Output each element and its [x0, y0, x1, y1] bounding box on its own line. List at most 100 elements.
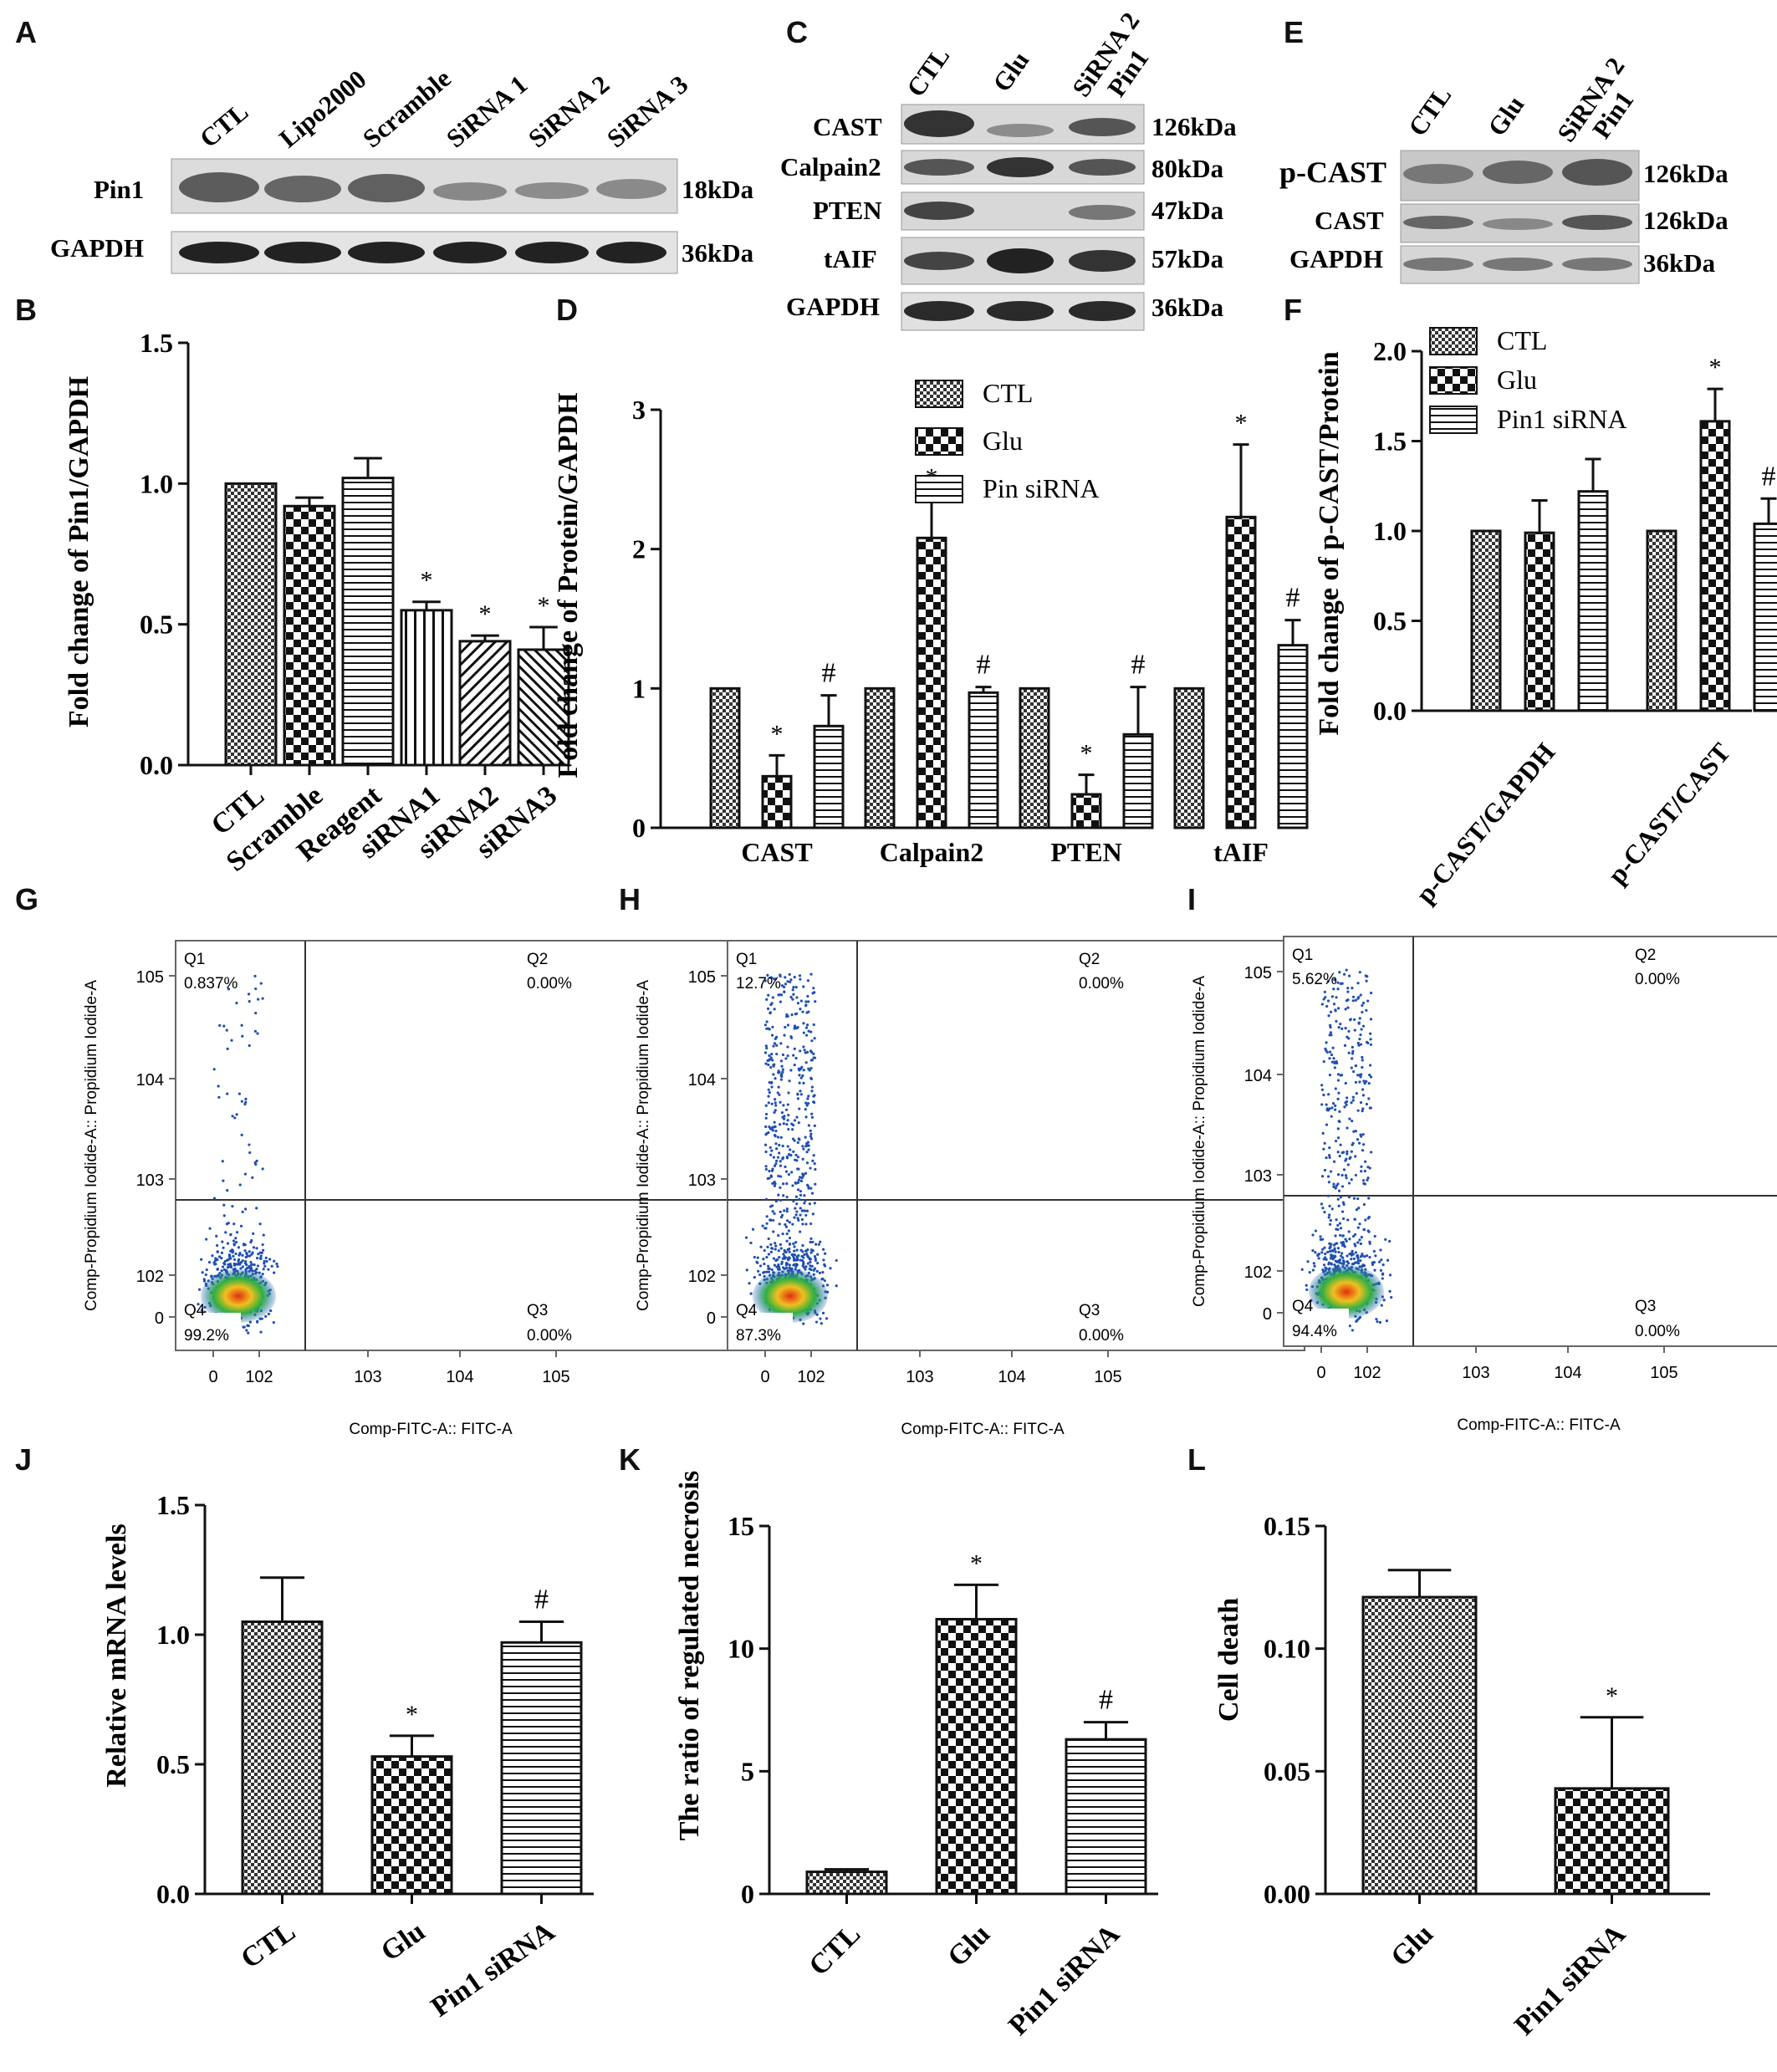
- event-dot: [820, 1322, 823, 1325]
- event-dot: [795, 1263, 799, 1267]
- event-dot: [809, 972, 813, 976]
- event-dot: [1361, 1024, 1366, 1028]
- bar: [1361, 1595, 1478, 1896]
- x-tick-label: 103: [354, 1368, 381, 1386]
- event-dot: [786, 1258, 790, 1261]
- event-dot: [203, 1310, 207, 1314]
- event-dot: [784, 1225, 789, 1228]
- event-dot: [757, 1269, 760, 1273]
- event-dot: [815, 1269, 819, 1273]
- event-dot: [779, 1160, 782, 1163]
- event-dot: [270, 1264, 273, 1268]
- event-dot: [791, 1128, 794, 1131]
- event-dot: [768, 1054, 771, 1058]
- event-dot: [1336, 1223, 1340, 1227]
- event-dot: [237, 1092, 242, 1095]
- event-dot: [265, 1259, 268, 1263]
- x-tick-label: 102: [245, 1368, 273, 1386]
- panel-letter-k: K: [619, 1442, 641, 1477]
- event-dot: [798, 1176, 802, 1179]
- event-dot: [243, 1249, 247, 1253]
- event-dot: [1328, 1074, 1332, 1077]
- q1-percent: 5.62%: [1292, 971, 1337, 988]
- event-dot: [1353, 1232, 1357, 1237]
- event-dot: [1358, 1222, 1361, 1226]
- event-dot: [788, 1243, 792, 1246]
- event-dot: [801, 1222, 804, 1226]
- event-dot: [764, 1197, 769, 1201]
- event-dot: [796, 1002, 800, 1005]
- event-dot: [1368, 1073, 1371, 1077]
- event-dot: [1330, 1106, 1334, 1110]
- event-dot: [794, 1258, 798, 1262]
- event-dot: [226, 1047, 229, 1050]
- event-dot: [1360, 1028, 1363, 1031]
- event-dot: [774, 1142, 778, 1146]
- event-dot: [795, 1257, 799, 1260]
- event-dot: [1378, 1260, 1381, 1263]
- event-dot: [1351, 999, 1355, 1003]
- event-dot: [786, 1219, 789, 1222]
- y-tick-label: 0: [741, 1879, 754, 1909]
- event-dot: [233, 1116, 237, 1120]
- blot-c-bands: [904, 110, 1136, 321]
- event-dot: [791, 1184, 794, 1187]
- legend: CTL Glu Pin1 siRNA: [1429, 325, 1627, 434]
- event-dot: [1340, 1254, 1343, 1258]
- event-dot: [1330, 1243, 1333, 1246]
- event-dot: [753, 1275, 756, 1279]
- event-dot: [1328, 1153, 1331, 1157]
- significance-mark: *: [771, 720, 784, 748]
- band: [1483, 258, 1553, 271]
- event-dot: [812, 987, 815, 990]
- event-dot: [758, 1264, 763, 1268]
- event-dot: [804, 1171, 808, 1175]
- bar: [1225, 515, 1257, 829]
- event-dot: [1368, 1166, 1371, 1170]
- event-dot: [264, 1314, 268, 1318]
- event-dot: [212, 1197, 217, 1200]
- event-dot: [248, 1250, 251, 1253]
- legend-label: CTL: [983, 378, 1033, 408]
- event-dot: [823, 1279, 826, 1283]
- event-dot: [257, 1253, 260, 1256]
- event-dot: [793, 1025, 797, 1029]
- event-dot: [1338, 1222, 1342, 1225]
- event-dot: [1354, 1064, 1358, 1068]
- event-dot: [1350, 1178, 1353, 1181]
- density-core: [1309, 1265, 1384, 1319]
- event-dot: [1361, 1001, 1366, 1005]
- event-dot: [801, 1157, 804, 1161]
- panel-letter-d: D: [556, 293, 578, 327]
- event-dot: [1325, 1004, 1329, 1008]
- event-dot: [785, 1195, 789, 1199]
- flow-plot-h: Q1 12.7% Q2 0.00% Q3 0.00% Q4 87.3% 105 104 103 102…: [635, 940, 1305, 1438]
- event-dot: [810, 1085, 814, 1089]
- event-dot: [763, 1262, 766, 1266]
- event-dot: [806, 979, 810, 982]
- blot-a-row-label: Pin1: [94, 175, 144, 204]
- event-dot: [1373, 1268, 1376, 1272]
- band: [1483, 161, 1553, 184]
- event-dot: [1369, 1106, 1372, 1110]
- event-dot: [1378, 1320, 1382, 1324]
- event-dot: [835, 1284, 838, 1288]
- event-dot: [798, 1138, 801, 1141]
- event-dot: [1362, 1202, 1366, 1207]
- blot-c: CTL Glu SiRNA 2 Pin1 CAST Calpain2 PTEN …: [780, 7, 1237, 331]
- event-dot: [228, 1263, 232, 1266]
- event-dot: [799, 999, 803, 1003]
- band: [179, 242, 259, 263]
- event-dot: [1347, 1181, 1351, 1185]
- event-dot: [777, 1069, 780, 1073]
- event-dot: [792, 1199, 795, 1203]
- event-dot: [263, 1264, 267, 1268]
- event-dot: [788, 1236, 792, 1240]
- event-dot: [1326, 1250, 1330, 1254]
- event-dot: [1328, 1222, 1332, 1226]
- event-dot: [1340, 1252, 1344, 1255]
- event-dot: [770, 1149, 774, 1152]
- significance-mark: *: [1235, 410, 1248, 437]
- event-dot: [1366, 1229, 1370, 1232]
- event-dot: [1356, 1041, 1360, 1045]
